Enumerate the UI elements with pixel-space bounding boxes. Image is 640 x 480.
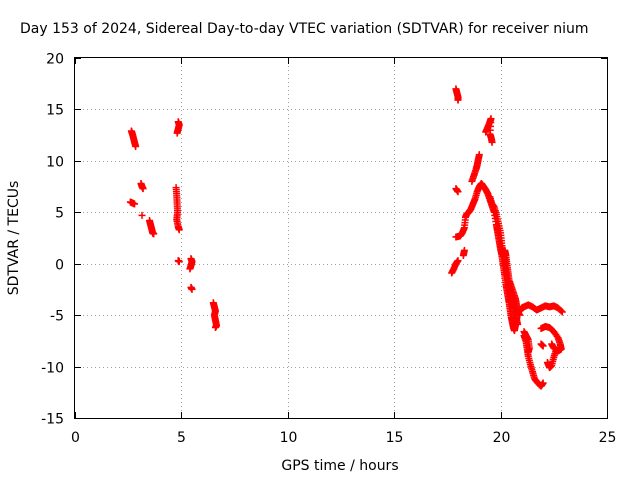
y-tick-label: 20 bbox=[46, 52, 64, 68]
y-axis-label: SDTVAR / TECUs bbox=[6, 181, 22, 296]
data-point bbox=[138, 211, 146, 219]
data-point bbox=[539, 379, 547, 387]
y-tick-label: 5 bbox=[55, 206, 64, 222]
data-point bbox=[558, 308, 566, 316]
plot-frame bbox=[74, 57, 608, 419]
data-point bbox=[468, 177, 476, 185]
data-point bbox=[524, 348, 532, 356]
data-point bbox=[557, 307, 565, 315]
data-point bbox=[173, 129, 181, 137]
data-point bbox=[132, 142, 140, 150]
data-point bbox=[488, 138, 496, 146]
data-point bbox=[454, 257, 462, 265]
chart-title: Day 153 of 2024, Sidereal Day-to-day VTE… bbox=[20, 21, 589, 37]
y-tick-label: 0 bbox=[55, 258, 64, 274]
data-point bbox=[188, 285, 196, 293]
data-point bbox=[454, 96, 462, 104]
grid bbox=[75, 58, 607, 418]
y-tick-label: 10 bbox=[46, 155, 64, 171]
data-point bbox=[131, 200, 139, 208]
data-point bbox=[175, 258, 183, 266]
data-points bbox=[126, 85, 566, 390]
data-point bbox=[552, 346, 560, 354]
x-axis-label: GPS time / hours bbox=[281, 458, 398, 474]
x-tick-label: 0 bbox=[71, 430, 80, 446]
data-point bbox=[139, 185, 147, 193]
data-point bbox=[460, 246, 468, 254]
x-tick-label: 15 bbox=[386, 430, 404, 446]
y-tick-label: -10 bbox=[41, 361, 64, 377]
data-point bbox=[514, 320, 522, 328]
x-tick-label: 20 bbox=[493, 430, 511, 446]
data-point bbox=[548, 340, 556, 348]
data-point bbox=[211, 323, 219, 331]
data-point bbox=[539, 342, 547, 350]
data-point bbox=[175, 226, 183, 234]
data-point bbox=[186, 265, 194, 273]
axis-ticks: 0 5 10 15 20 25 -15 -10 -5 0 5 10 15 20 bbox=[41, 52, 616, 447]
x-tick-label: 10 bbox=[280, 430, 298, 446]
x-tick-label: 5 bbox=[177, 430, 186, 446]
x-tick-label: 25 bbox=[599, 430, 617, 446]
y-tick-label: -5 bbox=[50, 309, 64, 325]
data-point bbox=[454, 188, 462, 196]
data-point bbox=[150, 230, 158, 238]
y-tick-label: -15 bbox=[41, 412, 64, 428]
y-tick-label: 15 bbox=[46, 103, 64, 119]
